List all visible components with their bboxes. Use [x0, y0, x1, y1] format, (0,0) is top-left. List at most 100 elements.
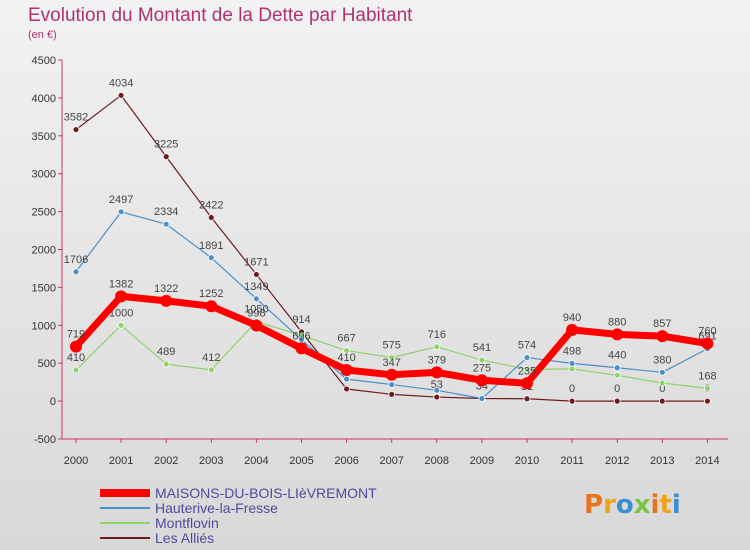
x-tick-label: 2000	[64, 455, 88, 467]
data-point	[656, 330, 669, 343]
data-label: 914	[292, 314, 310, 326]
data-label: 440	[608, 350, 626, 362]
data-point	[250, 319, 263, 332]
legend-item: Les Alliés	[100, 529, 377, 546]
y-tick-label: 3500	[32, 131, 56, 143]
data-point	[568, 397, 576, 405]
data-label: 53	[431, 379, 443, 391]
data-label: 3225	[154, 139, 178, 151]
legend: MAISONS-DU-BOIS-LIèVREMONT Hauterive-la-…	[100, 484, 377, 546]
data-point	[72, 126, 80, 133]
data-point	[475, 374, 488, 387]
data-label: 1671	[244, 256, 268, 268]
data-label: 1000	[109, 307, 133, 319]
data-point	[295, 342, 308, 355]
x-tick-label: 2002	[154, 455, 178, 467]
data-point	[343, 385, 351, 393]
data-point	[388, 390, 396, 398]
data-label: 168	[698, 370, 716, 382]
data-point	[115, 290, 128, 303]
data-label: 1252	[199, 288, 223, 300]
data-label: 1349	[244, 281, 268, 293]
legend-swatch	[100, 521, 150, 524]
data-point	[523, 395, 531, 403]
legend-label: MAISONS-DU-BOIS-LIèVREMONT	[155, 484, 377, 501]
legend-swatch	[100, 536, 150, 539]
data-point	[162, 220, 170, 228]
data-label: 0	[614, 383, 620, 395]
logo-letter: x	[633, 490, 651, 520]
logo-letter: i	[671, 490, 681, 520]
legend-label: Hauterive-la-Fresse	[155, 499, 278, 516]
legend-swatch	[100, 488, 150, 497]
data-label: 575	[383, 340, 401, 352]
data-label: 857	[653, 318, 671, 330]
data-point	[523, 365, 531, 373]
y-tick-label: 2500	[32, 207, 56, 219]
data-label: 275	[473, 362, 491, 374]
data-label: 716	[428, 329, 446, 341]
legend-label: Les Alliés	[155, 529, 215, 546]
data-point	[611, 328, 624, 341]
data-point	[252, 295, 260, 303]
data-label: 2422	[199, 200, 223, 212]
x-tick-label: 2008	[425, 455, 449, 467]
data-point	[658, 379, 666, 387]
unit-label: (en €)	[28, 29, 57, 41]
data-label: 940	[563, 312, 581, 324]
data-label: 1891	[199, 240, 223, 252]
y-tick-label: 2000	[32, 245, 56, 257]
legend-swatch	[100, 506, 150, 509]
data-point	[117, 208, 125, 216]
x-tick-label: 2005	[289, 455, 313, 467]
data-point	[343, 375, 351, 383]
data-point	[566, 323, 579, 336]
data-label: 1382	[109, 278, 133, 290]
data-label: 1322	[154, 283, 178, 295]
logo-letter: P	[584, 490, 604, 520]
y-tick-label: 4500	[32, 55, 56, 67]
legend-label: Montflovin	[155, 514, 219, 531]
data-point	[521, 377, 533, 390]
data-point	[704, 397, 711, 405]
x-tick-label: 2001	[109, 455, 133, 467]
data-point	[568, 359, 576, 367]
data-point	[117, 321, 125, 329]
data-label: 1706	[64, 254, 88, 266]
data-label: 2334	[154, 206, 178, 218]
data-label: 379	[428, 354, 446, 366]
x-tick-label: 2012	[605, 455, 629, 467]
x-tick-label: 2006	[334, 455, 358, 467]
data-point	[478, 356, 486, 364]
data-point	[385, 368, 398, 381]
data-point	[117, 91, 125, 99]
data-point	[613, 397, 621, 405]
data-point	[388, 381, 396, 388]
legend-item: Hauterive-la-Fresse	[100, 499, 377, 516]
proxiti-logo: Proxiti	[584, 490, 681, 520]
legend-item: Montflovin	[100, 514, 377, 531]
data-label: 0	[659, 383, 665, 395]
data-point	[162, 153, 170, 161]
data-label: 412	[202, 352, 220, 364]
data-label: 489	[157, 346, 175, 358]
data-point	[207, 214, 215, 221]
y-tick-label: 4000	[32, 93, 56, 105]
logo-letter: t	[659, 490, 672, 520]
data-point	[433, 343, 441, 351]
data-point	[704, 384, 711, 392]
data-point	[252, 271, 260, 278]
y-tick-label: -500	[34, 434, 56, 446]
logo-letter: r	[603, 490, 616, 520]
logo-letter: o	[615, 490, 634, 520]
data-label: 410	[337, 352, 355, 364]
data-point	[433, 386, 441, 394]
data-point	[340, 364, 353, 377]
data-point	[343, 347, 351, 354]
data-label: 2497	[109, 194, 133, 206]
data-point	[72, 366, 80, 374]
data-point	[207, 254, 215, 262]
data-point	[160, 294, 173, 307]
data-label: 667	[337, 333, 355, 345]
